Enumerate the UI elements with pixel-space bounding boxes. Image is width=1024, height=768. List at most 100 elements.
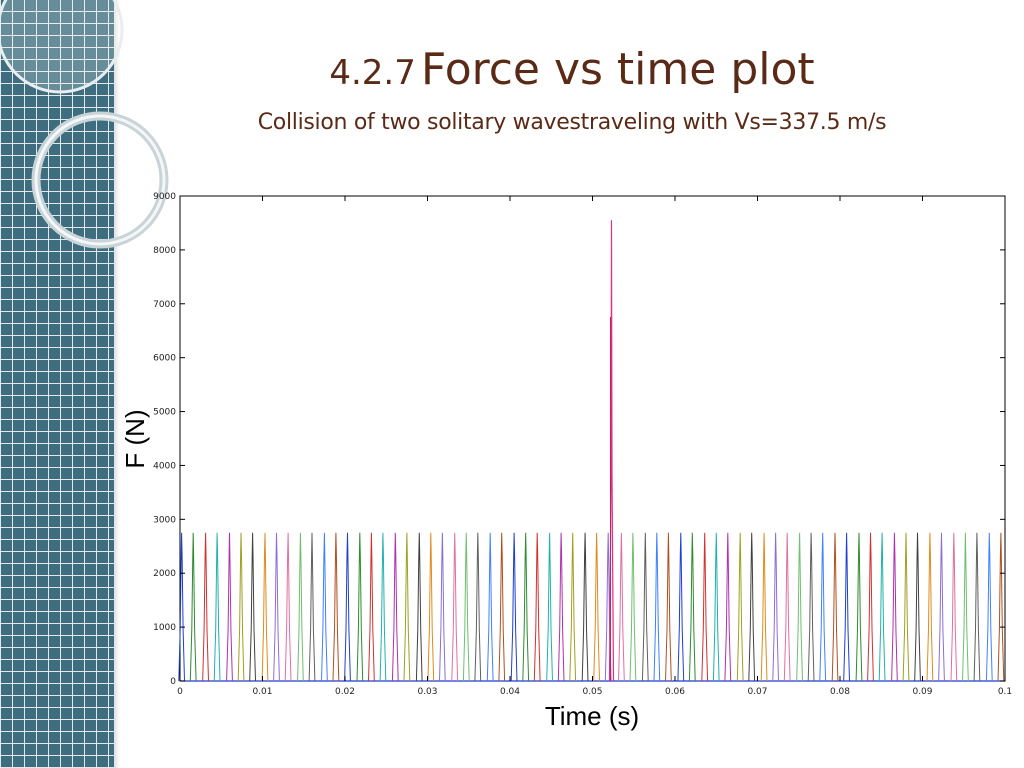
force-pulse [938, 532, 945, 682]
x-tick-label: 0.06 [665, 687, 685, 697]
force-pulse [226, 532, 233, 682]
force-pulse [546, 532, 553, 682]
x-tick-label: 0.08 [830, 687, 850, 697]
force-pulse [462, 532, 470, 682]
force-pulse [522, 532, 530, 682]
x-axis-label: Time (s) [545, 701, 639, 731]
force-time-chart: 0 0.01 0.02 0.03 0.04 0.05 0.06 0.07 0.08 0.09 0.1… [120, 192, 1012, 731]
force-pulse [962, 532, 969, 682]
force-pulse [772, 532, 779, 682]
force-pulse [403, 532, 411, 682]
y-tick-label: 9000 [153, 192, 176, 202]
x-tick-label: 0 [177, 687, 183, 697]
force-pulse [712, 532, 720, 682]
force-pulse [427, 532, 435, 682]
force-pulse [855, 532, 863, 682]
slide-title: 4.2.7 Force vs time plot [120, 44, 1024, 95]
y-tick-label: 7000 [153, 300, 176, 310]
force-pulse [439, 532, 446, 682]
force-pulse [261, 532, 269, 682]
y-tick-label: 3000 [153, 515, 176, 525]
force-pulse [796, 532, 803, 682]
force-pulse [237, 532, 245, 682]
force-pulse [581, 532, 589, 682]
y-tick-label: 1000 [153, 623, 176, 633]
force-pulse [914, 532, 921, 682]
force-pulse [344, 532, 351, 682]
force-pulse [819, 532, 827, 682]
series-layer [178, 220, 1005, 682]
force-pulse [391, 532, 399, 682]
force-pulse [178, 532, 185, 682]
force-pulse [641, 532, 649, 682]
force-pulse [356, 532, 364, 682]
force-pulse [474, 532, 482, 682]
title-number: 4.2.7 [329, 53, 416, 93]
force-pulse [688, 532, 696, 682]
force-pulse [273, 532, 280, 682]
force-pulse [189, 532, 197, 682]
force-pulse [284, 532, 292, 682]
force-pulse [724, 532, 732, 682]
circle-decoration [0, 0, 169, 249]
x-tick-label: 0.02 [335, 687, 355, 697]
force-pulse [297, 532, 304, 682]
x-tick-label: 0.05 [582, 687, 602, 697]
force-pulse [618, 532, 625, 682]
force-pulse [332, 532, 340, 682]
x-tick-label: 0.01 [252, 687, 272, 697]
force-pulse [629, 532, 637, 682]
y-tick-label: 5000 [153, 408, 176, 418]
force-pulse [486, 532, 494, 682]
force-pulse [867, 532, 874, 682]
force-pulse [308, 532, 316, 682]
y-tick-label: 0 [170, 677, 176, 687]
y-tick-label: 6000 [153, 354, 176, 364]
force-pulse [878, 532, 886, 682]
x-tick-label: 0.1 [998, 687, 1012, 697]
force-pulse [510, 532, 518, 682]
force-pulse [498, 532, 506, 682]
slide-subtitle: Collision of two solitary wavestraveling… [257, 110, 887, 135]
force-pulse [368, 532, 375, 682]
title-main: Force vs time plot [420, 44, 815, 95]
force-pulse [783, 532, 791, 682]
force-pulse [202, 532, 209, 682]
force-pulse [997, 532, 1005, 682]
force-pulse [557, 532, 565, 682]
force-pulse [653, 532, 661, 682]
y-tick-label: 2000 [153, 569, 176, 579]
force-pulse [665, 532, 672, 682]
force-pulse [831, 532, 839, 682]
y-tick-label: 8000 [153, 246, 176, 256]
force-pulse [843, 532, 850, 682]
y-tick-label: 4000 [153, 461, 176, 471]
sidebar-shadow [114, 0, 120, 768]
force-pulse [807, 532, 815, 682]
x-tick-label: 0.03 [417, 687, 437, 697]
force-pulse [451, 532, 459, 682]
force-pulse [379, 532, 387, 682]
ticks-layer: 0 0.01 0.02 0.03 0.04 0.05 0.06 0.07 0.08 0.09 0.1… [153, 192, 1012, 697]
force-pulse [760, 532, 768, 682]
force-pulse [533, 532, 541, 682]
x-tick-label: 0.07 [747, 687, 767, 697]
force-pulse [891, 532, 898, 682]
force-pulse [415, 532, 423, 682]
force-pulse [950, 532, 958, 682]
force-pulse [926, 532, 934, 682]
y-axis-label: F (N) [120, 409, 150, 468]
force-pulse [249, 532, 256, 682]
force-pulse [569, 532, 577, 682]
force-pulse [677, 532, 685, 682]
force-pulse [902, 532, 910, 682]
force-pulse [973, 532, 981, 682]
force-pulse [985, 532, 993, 682]
force-pulse [213, 532, 221, 682]
force-pulse [736, 532, 744, 682]
force-pulse [748, 532, 756, 682]
force-pulse [701, 532, 709, 682]
x-tick-label: 0.04 [500, 687, 520, 697]
force-pulse [593, 532, 600, 682]
x-tick-label: 0.09 [912, 687, 932, 697]
